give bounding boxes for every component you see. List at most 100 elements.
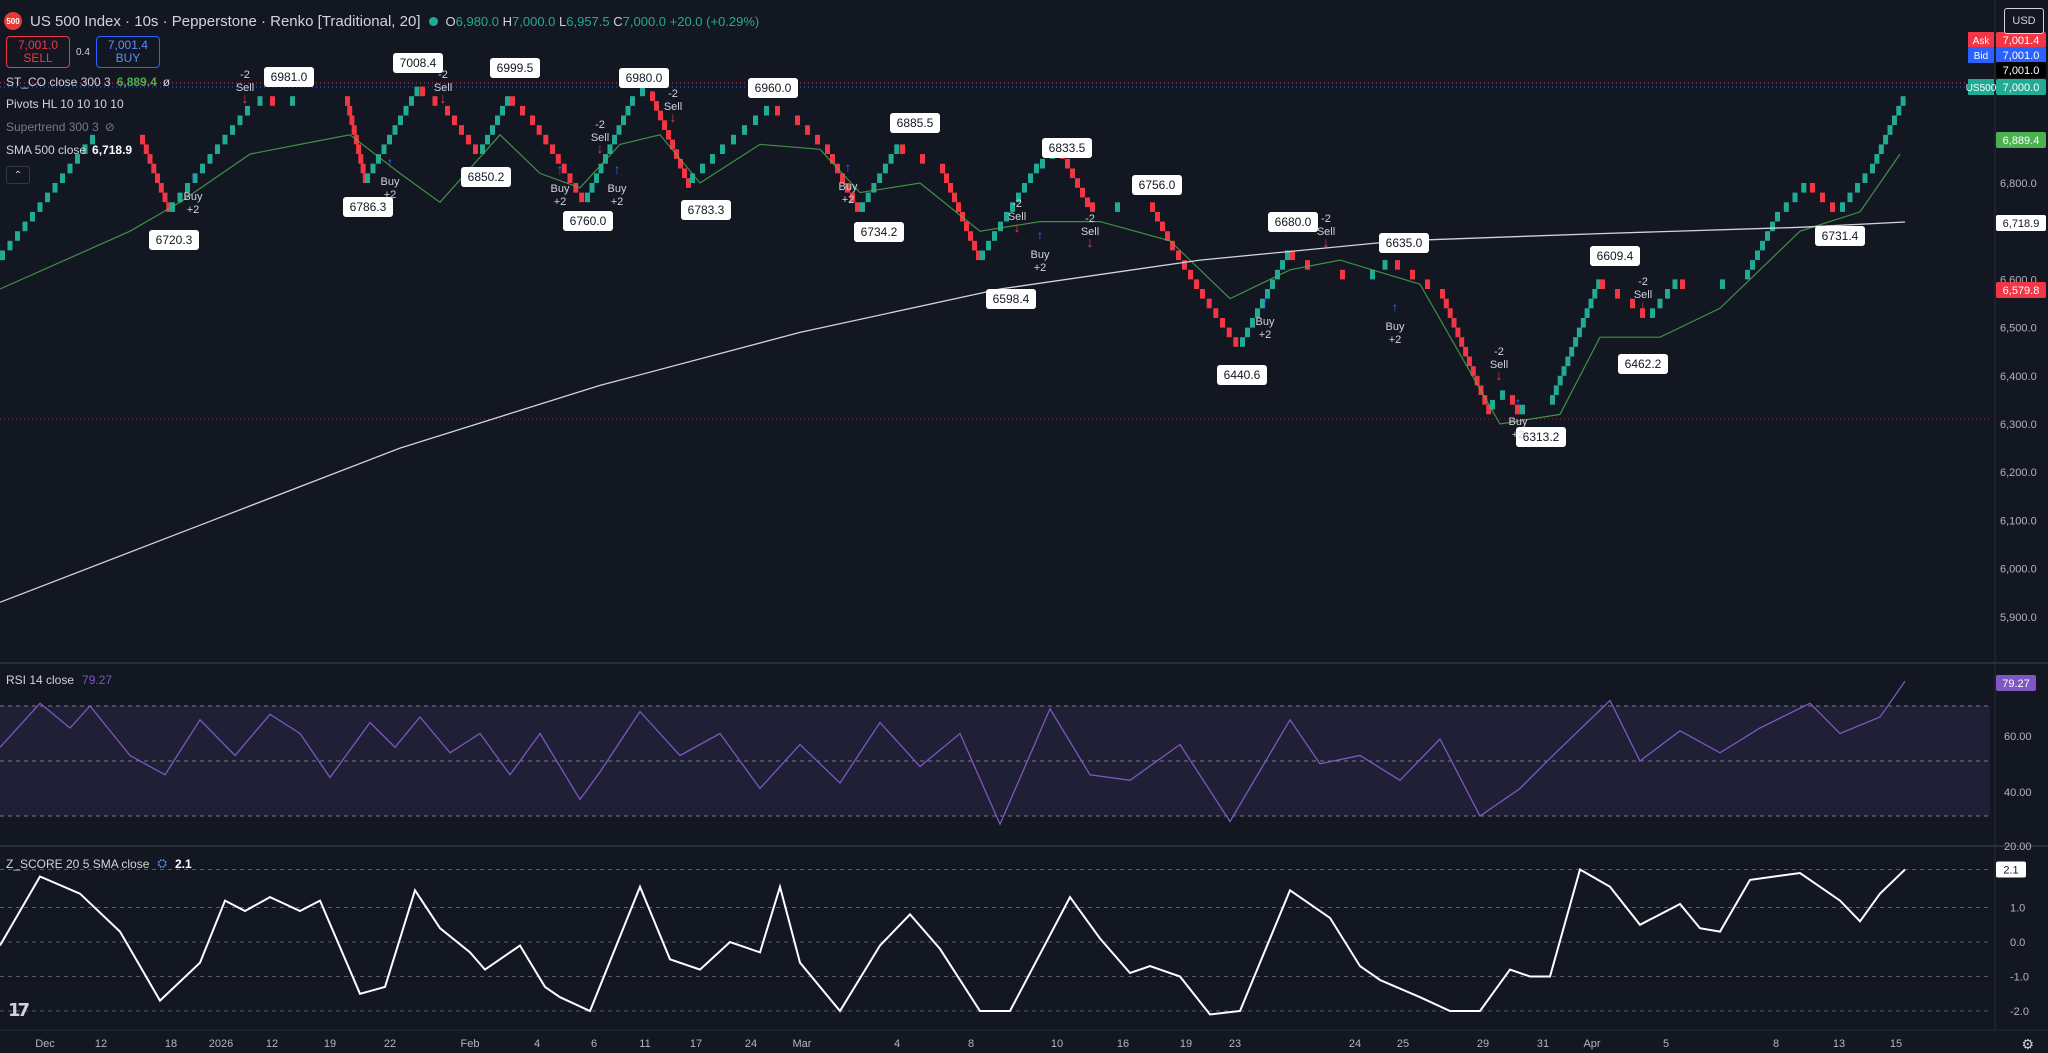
z-tick: -2.0 bbox=[2010, 1006, 2029, 1018]
renko-brick bbox=[1290, 250, 1295, 261]
legend-zscore-name: Z_SCORE 20 5 SMA close bbox=[6, 856, 150, 871]
renko-brick bbox=[490, 125, 495, 135]
sell-arrow-icon: ↓ bbox=[1014, 219, 1021, 235]
signal-label: +2 bbox=[1034, 262, 1047, 274]
renko-brick bbox=[986, 240, 991, 251]
buy-button[interactable]: 7,001.4 BUY bbox=[95, 36, 160, 68]
sell-button[interactable]: 7,001.0 SELL bbox=[6, 36, 70, 68]
renko-brick bbox=[964, 221, 969, 232]
z-tick: 1.0 bbox=[2010, 903, 2025, 915]
rsi-line bbox=[0, 680, 1906, 826]
legend-pivots[interactable]: Pivots HL 10 10 10 10 bbox=[6, 97, 124, 111]
signal-label: -2 bbox=[1321, 213, 1331, 225]
time-tick: 17 bbox=[690, 1038, 702, 1050]
renko-brick bbox=[356, 144, 362, 154]
sell-arrow-icon: ↓ bbox=[1087, 234, 1094, 250]
signal-label: Sell bbox=[1490, 359, 1508, 371]
signal-markers: ↓-2Sell↑Buy+2↓-2Sell↑Buy+2↓-2Sell↑Buy+2↑… bbox=[184, 69, 1653, 441]
collapse-legend-button[interactable]: ⌃ bbox=[6, 166, 30, 184]
renko-brick bbox=[1672, 279, 1678, 289]
time-tick: 16 bbox=[1117, 1038, 1129, 1050]
pivot-label: 6635.0 bbox=[1386, 236, 1423, 250]
renko-brick bbox=[1165, 231, 1170, 241]
renko-brick bbox=[1150, 202, 1155, 212]
renko-brick bbox=[147, 154, 153, 164]
renko-brick bbox=[143, 144, 149, 154]
renko-brick bbox=[1370, 269, 1375, 280]
legend-supertrend[interactable]: Supertrend 300 3 ⊘ bbox=[6, 120, 115, 134]
renko-brick bbox=[882, 163, 888, 174]
renko-brick bbox=[1657, 298, 1663, 309]
renko-brick bbox=[1482, 395, 1488, 405]
pivot-label: 6850.2 bbox=[468, 170, 505, 184]
renko-brick bbox=[1170, 240, 1175, 251]
signal-label: +2 bbox=[611, 196, 624, 208]
renko-brick bbox=[894, 144, 900, 154]
renko-brick bbox=[640, 86, 645, 97]
renko-brick bbox=[1022, 183, 1027, 193]
renko-brick bbox=[1040, 158, 1045, 169]
pivot-label-box bbox=[563, 211, 613, 231]
symbol-title[interactable]: US 500 Index · 10s · Pepperstone · Renko… bbox=[30, 12, 421, 30]
renko-brick bbox=[392, 125, 398, 135]
signal-label: +2 bbox=[1389, 334, 1402, 346]
buy-arrow-icon: ↑ bbox=[557, 161, 564, 177]
renko-brick bbox=[237, 115, 243, 126]
legend-zscore-value: 2.1 bbox=[175, 856, 192, 871]
trade-panel: 7,001.0 SELL 0.4 7,001.4 BUY bbox=[6, 36, 160, 68]
renko-brick bbox=[972, 240, 977, 251]
renko-brick bbox=[166, 202, 172, 212]
buy-arrow-icon: ↑ bbox=[1262, 294, 1269, 310]
signal-label: -2 bbox=[240, 69, 250, 81]
renko-brick bbox=[561, 163, 567, 174]
legend-rsi[interactable]: RSI 14 close 79.27 bbox=[6, 673, 112, 687]
renko-brick bbox=[1557, 375, 1563, 386]
renko-brick bbox=[1155, 211, 1160, 222]
renko-brick bbox=[403, 105, 409, 116]
renko-brick bbox=[459, 125, 464, 135]
renko-brick bbox=[536, 125, 542, 135]
renko-brick bbox=[0, 250, 5, 261]
signal-label: Buy bbox=[1386, 321, 1405, 333]
buy-arrow-icon: ↑ bbox=[1392, 299, 1399, 315]
eye-off-icon[interactable]: ⊘ bbox=[104, 120, 115, 134]
renko-brick bbox=[37, 202, 43, 212]
renko-brick bbox=[720, 144, 725, 154]
renko-brick bbox=[682, 168, 687, 179]
renko-brick bbox=[1270, 279, 1275, 289]
legend-st-co[interactable]: ST_CO close 300 3 6,889.4 ø bbox=[6, 75, 170, 89]
renko-brick bbox=[15, 231, 20, 241]
pivot-label-box bbox=[681, 200, 731, 220]
renko-brick bbox=[1474, 375, 1480, 386]
renko-brick bbox=[795, 115, 800, 126]
renko-brick bbox=[805, 125, 810, 135]
renko-brick bbox=[840, 173, 845, 183]
renko-brick bbox=[992, 231, 997, 241]
signal-label: Sell bbox=[434, 82, 452, 94]
currency-selector[interactable]: USD bbox=[2004, 8, 2044, 34]
renko-brick bbox=[860, 202, 865, 212]
renko-brick bbox=[1004, 211, 1009, 222]
time-tick: 15 bbox=[1890, 1038, 1902, 1050]
renko-brick bbox=[1550, 395, 1555, 405]
time-tick: 22 bbox=[384, 1038, 396, 1050]
legend-rsi-name: RSI 14 close bbox=[6, 673, 75, 687]
legend-zscore[interactable]: Z_SCORE 20 5 SMA close ⛭ 2.1 bbox=[6, 856, 192, 871]
renko-brick bbox=[952, 192, 957, 203]
pivot-label: 6960.0 bbox=[755, 81, 792, 95]
renko-brick bbox=[775, 105, 780, 116]
renko-brick bbox=[888, 154, 894, 164]
renko-brick bbox=[45, 192, 50, 203]
pivot-label-box bbox=[1379, 233, 1429, 253]
price-tick: 6,500.0 bbox=[2000, 323, 2037, 335]
gear-icon[interactable]: ⚙ bbox=[2021, 1036, 2034, 1052]
renko-brick bbox=[1569, 346, 1575, 357]
ohlc-value: +20.0 (+0.29%) bbox=[669, 13, 760, 29]
legend-sma[interactable]: SMA 500 close 6,718.9 bbox=[6, 143, 132, 157]
renko-brick bbox=[60, 173, 65, 183]
signal-label: Sell bbox=[1317, 226, 1335, 238]
renko-brick bbox=[1891, 115, 1897, 126]
price-tag-bg bbox=[1996, 62, 2046, 78]
pivot-label: 6313.2 bbox=[1523, 430, 1560, 444]
